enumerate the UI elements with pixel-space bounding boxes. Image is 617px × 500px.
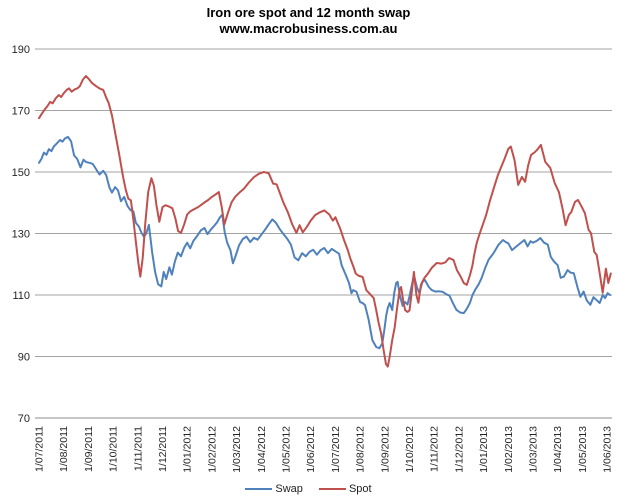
x-tick-label: 1/12/2011 — [157, 426, 169, 472]
x-tick-label: 1/11/2011 — [132, 426, 144, 471]
y-tick-label: 150 — [12, 167, 30, 179]
x-tick-label: 1/02/2013 — [503, 426, 515, 473]
x-tick-label: 1/06/2012 — [305, 426, 317, 473]
x-tick-label: 1/01/2012 — [182, 426, 194, 473]
legend-item-spot: Spot — [318, 482, 372, 495]
x-tick-label: 1/03/2013 — [528, 426, 540, 473]
chart-title: Iron ore spot and 12 month swap — [206, 5, 411, 20]
legend-label-spot: Spot — [348, 482, 372, 495]
x-tick-label: 1/02/2012 — [206, 426, 218, 473]
x-tick-label: 1/11/2012 — [429, 426, 441, 472]
x-tick-label: 1/08/2012 — [355, 426, 367, 473]
x-tick-label: 1/03/2012 — [231, 426, 243, 473]
series-spot-line — [38, 75, 612, 368]
x-axis-labels: 1/07/2011 1/08/2011 1/09/2011 1/10/2011 1/11… — [34, 426, 614, 473]
legend-item-swap: Swap — [245, 482, 303, 495]
spot-line-swatch — [318, 487, 346, 491]
y-tick-label: 190 — [12, 44, 30, 56]
x-tick-label: 1/08/2011 — [58, 426, 70, 472]
y-gridlines — [35, 48, 612, 419]
x-tick-label: 1/01/2013 — [478, 426, 490, 473]
x-tick-label: 1/09/2011 — [83, 426, 95, 472]
x-tick-label: 1/07/2012 — [330, 426, 342, 473]
x-tick-label: 1/04/2013 — [552, 426, 564, 473]
x-tick-label: 1/12/2012 — [453, 426, 465, 473]
swap-line-swatch — [245, 487, 273, 491]
x-tick-label: 1/09/2012 — [379, 426, 391, 473]
series-swap-line — [38, 135, 612, 350]
legend-label-swap: Swap — [275, 482, 303, 495]
x-tick-label: 1/10/2012 — [404, 426, 416, 473]
x-tick-label: 1/10/2011 — [108, 426, 120, 472]
legend: Swap Spot — [0, 481, 617, 497]
y-tick-label: 70 — [18, 413, 30, 425]
y-tick-label: 170 — [12, 106, 30, 118]
chart-subtitle: www.macrobusiness.com.au — [219, 21, 398, 36]
x-tick-label: 1/05/2013 — [577, 426, 589, 473]
x-tick-label: 1/07/2011 — [34, 426, 46, 472]
x-tick-label: 1/06/2013 — [602, 426, 614, 473]
x-tick-label: 1/04/2012 — [256, 426, 268, 473]
x-tick-label: 1/05/2012 — [281, 426, 293, 473]
y-axis-labels: 190 170 150 130 110 90 70 — [12, 44, 30, 425]
y-tick-label: 110 — [12, 290, 30, 302]
y-tick-label: 90 — [18, 352, 30, 364]
y-tick-label: 130 — [12, 229, 30, 241]
